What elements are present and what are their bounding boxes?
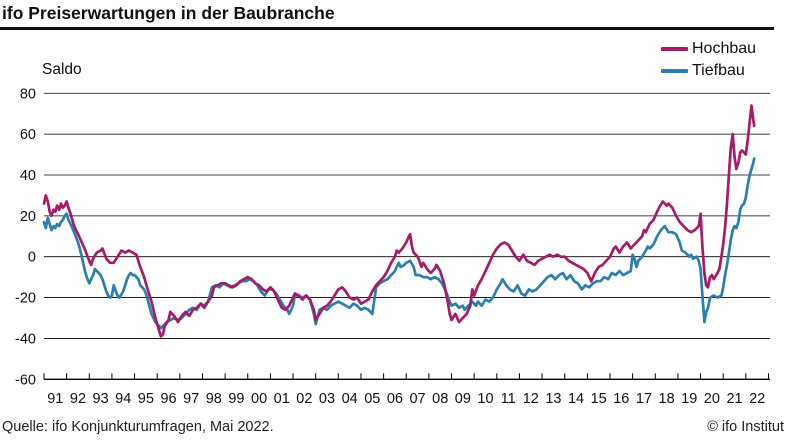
x-tick-label: 96 [160,391,176,407]
x-tick-label: 21 [726,391,742,407]
legend-swatch-tiefbau-line-icon [661,69,688,73]
y-axis-title: Saldo [42,61,82,78]
legend-label-tiefbau: Tiefbau [692,62,745,79]
x-tick-label: 02 [296,391,312,407]
y-tick-label: 20 [20,209,36,225]
y-tick-label: 40 [20,168,36,184]
x-tick-label: 10 [477,391,493,407]
y-tick-label: 0 [28,250,36,266]
x-tick-label: 00 [251,391,267,407]
x-tick-label: 01 [274,391,290,407]
x-tick-label: 97 [183,391,199,407]
y-tick-label: 60 [20,127,36,143]
legend-item-hochbau: Hochbau [661,38,756,60]
title-rule [0,27,774,30]
x-tick-label: 16 [613,391,629,407]
copyright-note: © ifo Institut [707,419,784,435]
x-tick-label: 95 [138,391,154,407]
x-tick-label: 14 [568,391,584,407]
x-tick-label: 99 [228,391,244,407]
x-tick-label: 18 [659,391,675,407]
y-tick-label: -60 [15,372,36,388]
x-tick-label: 05 [364,391,380,407]
x-tick-label: 91 [47,391,63,407]
legend-swatch-hochbau-line-icon [661,47,688,51]
x-tick-label: 98 [206,391,222,407]
x-tick-label: 92 [70,391,86,407]
x-tick-label: 22 [749,391,765,407]
x-tick-label: 12 [523,391,539,407]
x-tick-label: 04 [342,391,358,407]
x-tick-label: 19 [681,391,697,407]
x-tick-label: 13 [545,391,561,407]
x-tick-label: 09 [455,391,471,407]
x-tick-label: 08 [432,391,448,407]
x-tick-label: 20 [704,391,720,407]
legend: Hochbau Tiefbau [661,38,756,82]
source-note: Quelle: ifo Konjunkturumfragen, Mai 2022… [2,419,274,435]
page-title: ifo Preiserwartungen in der Baubranche [2,3,335,23]
x-tick-label: 94 [115,391,131,407]
y-tick-label: -20 [15,291,36,307]
x-tick-label: 03 [319,391,335,407]
legend-label-hochbau: Hochbau [692,40,757,57]
x-tick-label: 93 [93,391,109,407]
x-tick-label: 06 [387,391,403,407]
x-tick-label: 17 [636,391,652,407]
legend-item-tiefbau: Tiefbau [661,60,756,82]
series-line-hochbau [42,104,756,338]
x-tick-label: 15 [591,391,607,407]
x-tick-label: 07 [409,391,425,407]
y-tick-label: -40 [15,331,36,347]
series-line-tiefbau [42,157,756,330]
x-tick-label: 11 [501,391,516,407]
y-tick-label: 80 [20,86,36,102]
